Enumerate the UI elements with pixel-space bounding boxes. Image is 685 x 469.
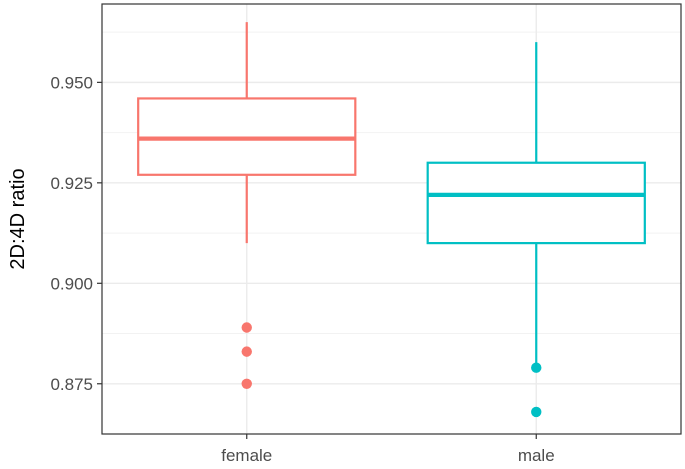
- box-iqr: [426, 161, 646, 245]
- outlier-point: [531, 406, 542, 418]
- outlier-point: [241, 378, 252, 389]
- y-tick-label: 0.925: [50, 174, 93, 193]
- axis-layer: 0.875 0.900 0.925 0.950 female male: [50, 73, 554, 465]
- plot-panel-border: [101, 3, 682, 435]
- y-axis-title: 2D:4D ratio: [7, 168, 29, 269]
- y-tick-label: 0.950: [50, 73, 93, 92]
- outlier-point: [241, 322, 252, 333]
- box-layer: [137, 22, 646, 418]
- outlier-point: [241, 346, 252, 357]
- box-group-female: [137, 22, 357, 389]
- box-group-male: [426, 42, 646, 418]
- y-tick-label: 0.875: [50, 375, 93, 394]
- outlier-point: [531, 362, 542, 373]
- y-tick-label: 0.900: [50, 274, 93, 293]
- x-tick-label-female: female: [221, 446, 272, 465]
- x-tick-label-male: male: [518, 446, 555, 465]
